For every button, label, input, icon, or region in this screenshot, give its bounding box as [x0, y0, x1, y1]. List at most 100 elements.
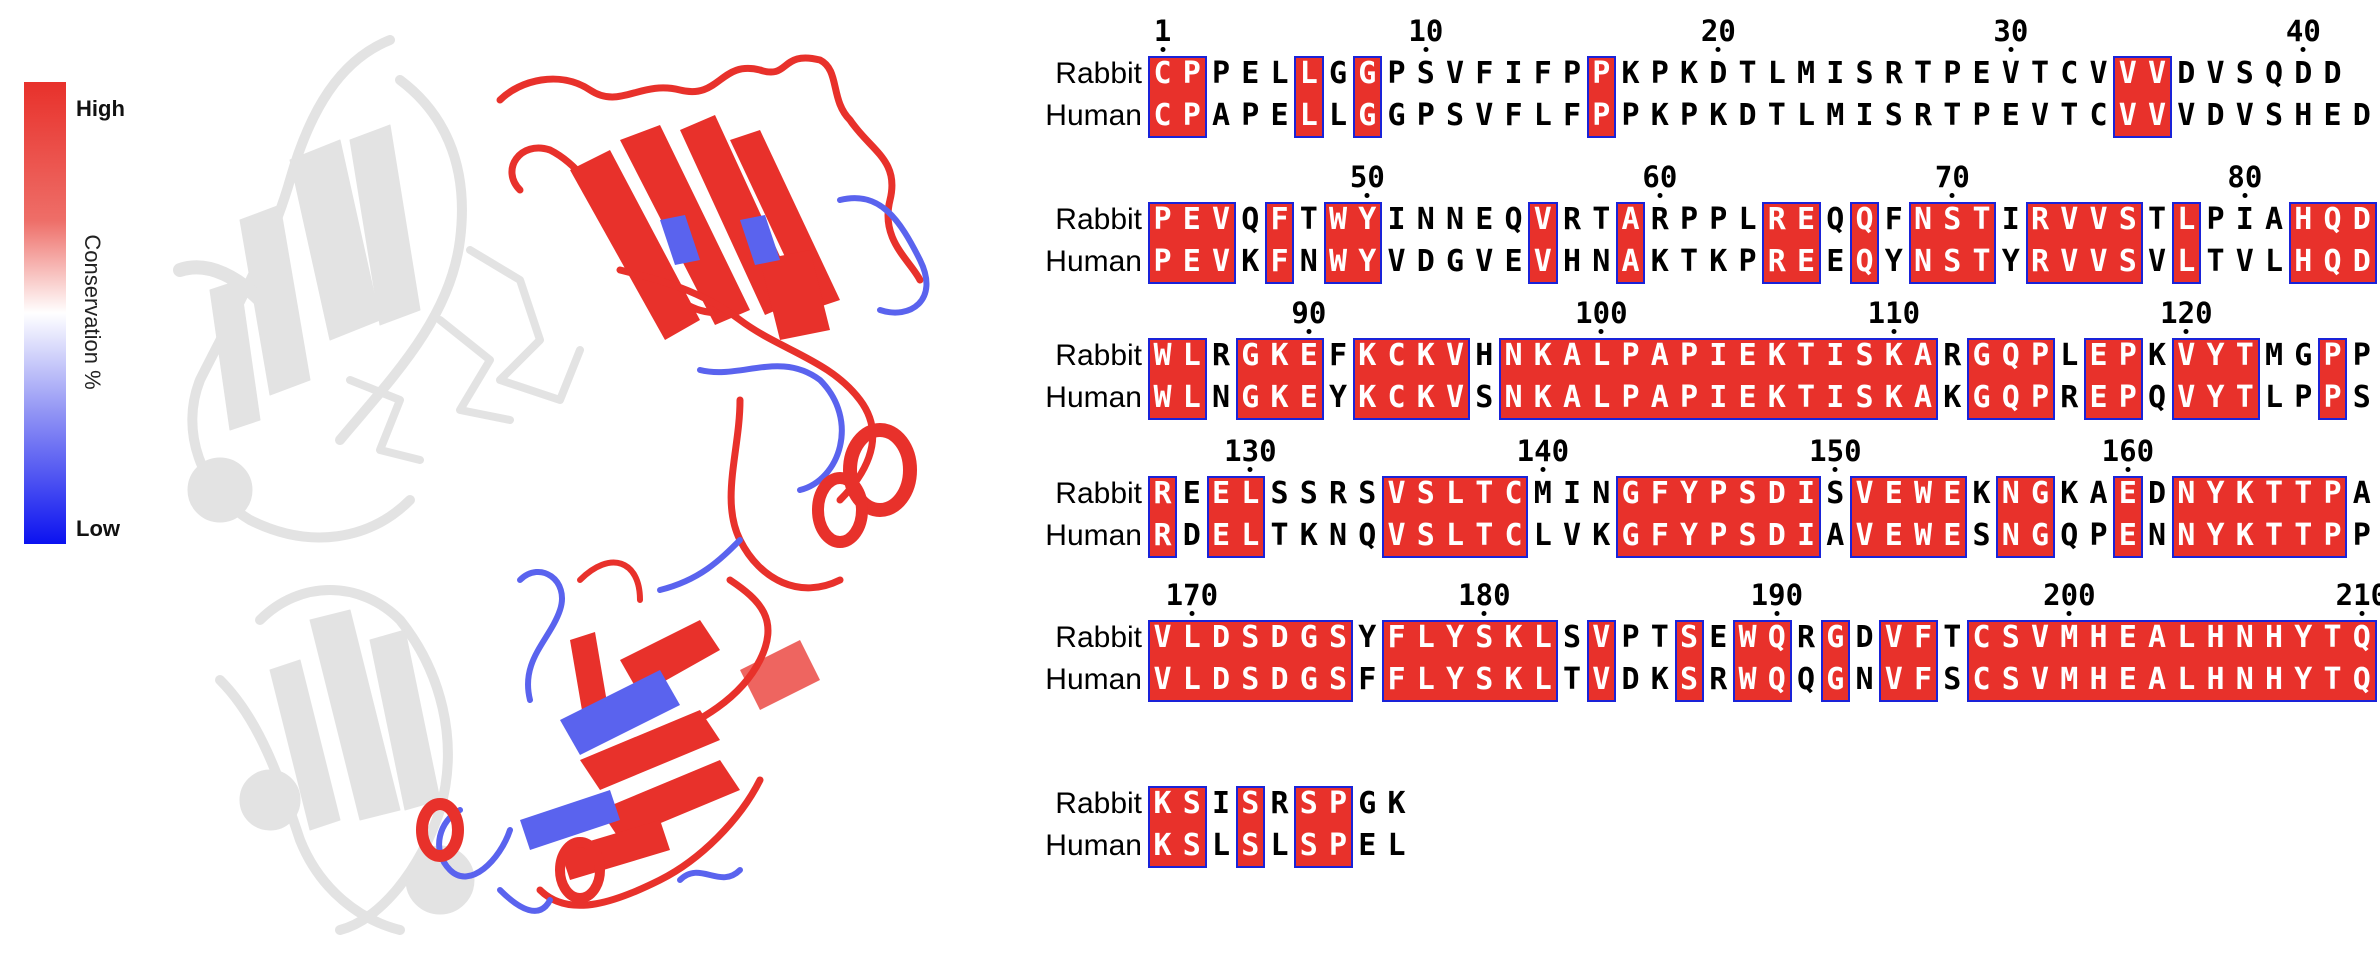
residue-human: S	[2352, 380, 2371, 415]
residue-human: Q	[1796, 662, 1816, 697]
residue-rabbit: P	[2323, 338, 2342, 373]
conserved-block	[2171, 202, 2201, 284]
residue-human: G	[1358, 98, 1377, 133]
protein-ribbon-structure-icon	[173, 35, 930, 935]
residue-human: D	[1621, 662, 1640, 697]
residue-human: A	[1913, 380, 1933, 415]
residue-human: V	[1562, 518, 1582, 553]
residue-human: P	[1621, 380, 1640, 415]
residue-rabbit: M	[1796, 56, 1816, 91]
residue-rabbit: D	[2352, 202, 2371, 237]
residue-rabbit: I	[1562, 476, 1582, 511]
residue-human: V	[2060, 244, 2079, 279]
scale-high-label: High	[76, 96, 125, 121]
residue-human: A	[1211, 98, 1231, 133]
residue-human: R	[2060, 380, 2079, 415]
residue-human: L	[1592, 380, 1611, 415]
residue-human: T	[1796, 380, 1816, 415]
conserved-block	[1352, 56, 1382, 138]
residue-human: V	[1387, 244, 1406, 279]
residue-rabbit: P	[2030, 338, 2050, 373]
residue-rabbit: Q	[1855, 202, 1874, 237]
residue-human: E	[2001, 98, 2020, 133]
species-label-human: Human	[1045, 829, 1142, 862]
residue-human: P	[1709, 518, 1728, 553]
residue-human: P	[1328, 828, 1348, 863]
residue-rabbit: E	[1299, 338, 1318, 373]
position-number: 70	[1934, 160, 1970, 194]
residue-rabbit: K	[1679, 56, 1699, 91]
residue-human: V	[1445, 380, 1465, 415]
residue-human: Y	[1358, 244, 1377, 279]
residue-rabbit: F	[1913, 620, 1933, 655]
residue-rabbit: K	[1533, 338, 1552, 373]
residue-rabbit: V	[2118, 56, 2137, 91]
residue-human: L	[1533, 98, 1552, 133]
residue-human: S	[1299, 828, 1318, 863]
residue-rabbit: E	[1241, 56, 1260, 91]
residue-rabbit: P	[1621, 338, 1640, 373]
residue-rabbit: C	[2060, 56, 2079, 91]
residue-human: T	[2264, 518, 2284, 553]
residue-human: L	[1182, 662, 1201, 697]
conserved-block	[1148, 338, 1207, 420]
residue-human: P	[1679, 380, 1699, 415]
residue-rabbit: K	[1504, 620, 1523, 655]
species-label-rabbit: Rabbit	[1055, 477, 1142, 510]
residue-rabbit: L	[1241, 476, 1260, 511]
residue-human: H	[2294, 98, 2313, 133]
residue-rabbit: H	[2264, 620, 2284, 655]
residue-rabbit: E	[2089, 338, 2108, 373]
conserved-block	[2171, 338, 2260, 420]
residue-rabbit: Q	[2001, 338, 2020, 373]
residue-human: S	[2118, 244, 2137, 279]
residue-rabbit: L	[1738, 202, 1757, 237]
residue-human: V	[2235, 98, 2254, 133]
residue-rabbit: L	[1182, 620, 1201, 655]
residue-human: K	[1241, 244, 1260, 279]
residue-rabbit: Y	[1679, 476, 1699, 511]
residue-human: M	[1826, 98, 1845, 133]
residue-rabbit: G	[2294, 338, 2313, 373]
residue-human: E	[1796, 244, 1816, 279]
position-dot	[1891, 329, 1897, 334]
residue-human: E	[1211, 518, 1231, 553]
residue-rabbit: R	[1328, 476, 1348, 511]
residue-rabbit: I	[1709, 338, 1728, 373]
residue-rabbit: G	[1826, 620, 1845, 655]
residue-rabbit: G	[1972, 338, 1991, 373]
residue-rabbit: M	[2264, 338, 2284, 373]
residue-rabbit: P	[2323, 476, 2342, 511]
position-number: 150	[1809, 434, 1862, 468]
residue-human: E	[1270, 98, 1289, 133]
species-label-human: Human	[1045, 381, 1142, 414]
residue-rabbit: T	[1650, 620, 1669, 655]
residue-human: P	[2118, 380, 2137, 415]
residue-rabbit: E	[1182, 476, 1201, 511]
residue-rabbit: P	[1153, 202, 1172, 237]
residue-rabbit: S	[1679, 620, 1699, 655]
residue-human: G	[1241, 380, 1260, 415]
conserved-block	[1148, 786, 1207, 868]
residue-human: S	[1738, 518, 1757, 553]
residue-human: P	[1153, 244, 1172, 279]
residue-rabbit: V	[1211, 202, 1231, 237]
residue-human: L	[1387, 828, 1406, 863]
residue-human: K	[1153, 828, 1172, 863]
position-number: 190	[1750, 578, 1804, 612]
residue-rabbit: N	[1445, 202, 1465, 237]
residue-human: S	[1943, 662, 1962, 697]
position-dot	[1949, 193, 1955, 198]
residue-human: S	[1241, 662, 1260, 697]
residue-human: L	[2264, 244, 2284, 279]
residue-rabbit: V	[2060, 202, 2079, 237]
residue-human: S	[1328, 662, 1348, 697]
residue-human: K	[1592, 518, 1611, 553]
residue-human: P	[1972, 98, 1991, 133]
conserved-block	[1879, 620, 1938, 702]
position-number: 140	[1516, 434, 1570, 468]
residue-human: G	[1826, 662, 1845, 697]
residue-rabbit: H	[1475, 338, 1494, 373]
position-number: 60	[1642, 160, 1678, 194]
